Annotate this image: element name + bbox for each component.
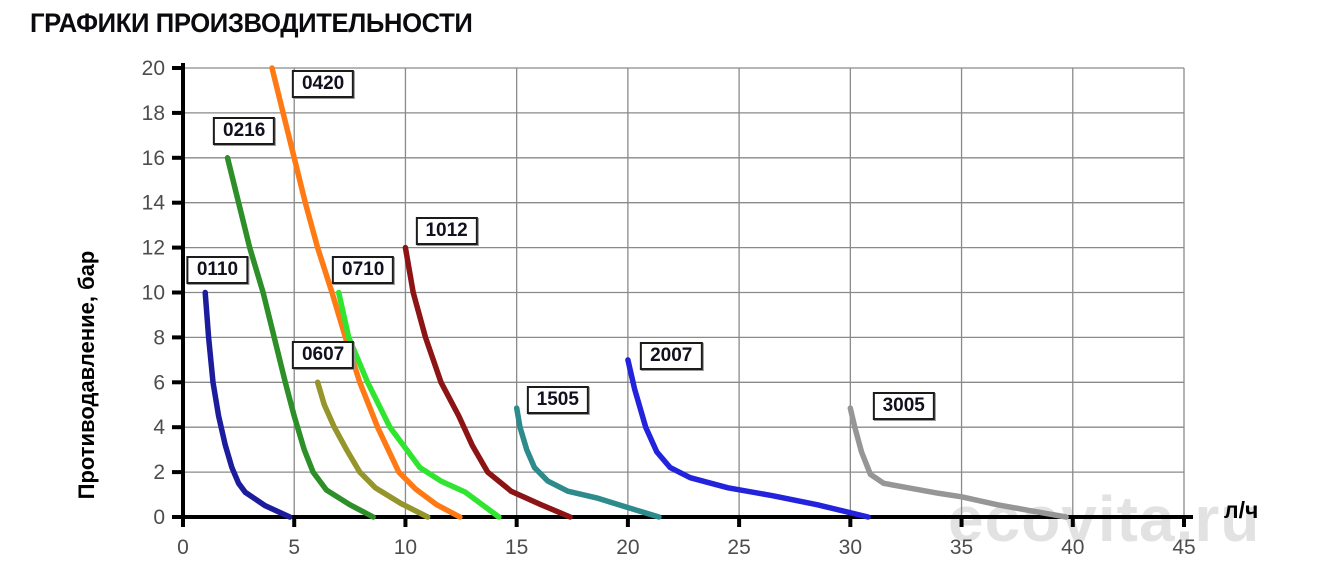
series-label-0607: 0607 [291, 341, 355, 370]
series-label-3005: 3005 [872, 391, 935, 420]
y-tick-label: 20 [142, 57, 165, 80]
series-label-0216: 0216 [213, 116, 276, 145]
y-tick-label: 6 [153, 371, 165, 394]
x-tick-label: 35 [950, 536, 973, 559]
y-tick-label: 14 [142, 192, 166, 215]
y-tick-label: 2 [153, 461, 165, 484]
y-tick-label: 8 [153, 326, 165, 349]
x-axis-title: л/ч [1224, 497, 1259, 523]
y-tick-label: 16 [142, 147, 165, 170]
y-tick-label: 10 [142, 282, 165, 305]
y-tick-label: 4 [153, 416, 165, 439]
curve-2007 [625, 357, 871, 520]
page-title: ГРАФИКИ ПРОИЗВОДИТЕЛЬНОСТИ [30, 8, 473, 38]
curve-3005 [847, 405, 1069, 520]
x-tick-label: 15 [505, 536, 528, 559]
series-label-1505: 1505 [526, 386, 589, 415]
y-tick-label: 18 [142, 102, 165, 125]
x-tick-label: 20 [616, 536, 639, 559]
curve-0420 [269, 65, 463, 520]
curve-0216 [224, 155, 376, 520]
y-tick-label: 0 [153, 506, 165, 529]
curve-0110 [202, 289, 293, 520]
x-tick-label: 30 [839, 536, 862, 559]
series-label-0710: 0710 [332, 256, 395, 285]
curve-0710 [335, 289, 502, 520]
series-label-0420: 0420 [291, 69, 355, 98]
series-label-1012: 1012 [415, 216, 478, 245]
curve-0607 [314, 379, 431, 520]
series-label-0110: 0110 [186, 256, 249, 285]
x-tick-label: 5 [288, 536, 300, 559]
x-tick-label: 10 [394, 536, 417, 559]
curve-1012 [402, 244, 573, 520]
series-label-2007: 2007 [640, 342, 703, 371]
x-tick-label: 45 [1172, 536, 1195, 559]
x-tick-label: 0 [177, 536, 189, 559]
y-tick-label: 12 [142, 237, 165, 260]
x-tick-label: 25 [727, 536, 750, 559]
x-tick-label: 40 [1061, 536, 1084, 559]
curve-1505 [513, 405, 662, 520]
